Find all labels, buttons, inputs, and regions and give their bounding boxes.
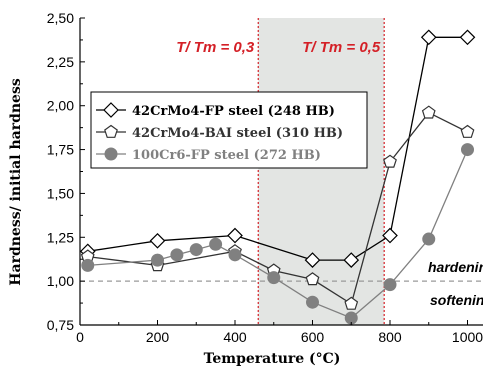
data-point bbox=[228, 248, 242, 262]
hardening-label: hardening bbox=[428, 259, 483, 275]
softening-label: softening bbox=[430, 292, 483, 308]
y-tick-label: 2,00 bbox=[47, 98, 74, 114]
data-point bbox=[151, 253, 164, 267]
y-tick-label: 0,75 bbox=[47, 317, 74, 333]
data-point bbox=[460, 124, 475, 138]
y-tick-label: 2,50 bbox=[47, 10, 74, 26]
data-point bbox=[422, 232, 436, 246]
legend-marker bbox=[103, 102, 119, 118]
data-point bbox=[383, 278, 397, 292]
y-tick-label: 1,50 bbox=[47, 185, 74, 201]
y-tick-label: 1,00 bbox=[47, 273, 74, 289]
y-tick-label: 1,75 bbox=[47, 142, 74, 158]
x-tick-label: 600 bbox=[301, 329, 325, 345]
x-axis-title: Temperature (°C) bbox=[204, 351, 341, 367]
data-point bbox=[170, 248, 184, 262]
x-tick-label: 400 bbox=[223, 329, 247, 345]
legend: 42CrMo4-FP steel (248 HB) 42CrMo4-BAI ste… bbox=[90, 91, 368, 169]
data-point bbox=[227, 227, 243, 244]
data-point bbox=[189, 243, 203, 257]
data-point bbox=[344, 296, 359, 310]
ratio-label-0-5: T/ Tm = 0,5 bbox=[302, 39, 381, 56]
x-tick-label: 0 bbox=[76, 329, 84, 345]
data-point bbox=[267, 271, 281, 285]
data-point bbox=[81, 258, 95, 272]
data-point bbox=[304, 252, 321, 268]
data-point bbox=[149, 232, 166, 249]
series-line-1 bbox=[87, 36, 468, 261]
series-layer bbox=[79, 29, 476, 325]
data-point bbox=[306, 295, 319, 309]
data-point bbox=[209, 237, 223, 251]
y-axis-title: Hardness/ initial hardness bbox=[8, 78, 24, 286]
data-point bbox=[382, 227, 398, 244]
ratio-label-0-3: T/ Tm = 0,3 bbox=[176, 39, 255, 56]
legend-marker bbox=[104, 147, 118, 161]
data-point bbox=[305, 272, 320, 286]
x-tick-label: 200 bbox=[146, 329, 170, 345]
data-point bbox=[421, 105, 436, 119]
data-point bbox=[420, 29, 437, 46]
ticks-layer: 0 200 400 600 800 1000 0,75 1,00 1,25 1,50 1,75 2,0… bbox=[47, 10, 483, 345]
y-tick-label: 2,25 bbox=[47, 54, 74, 70]
legend-entry: 42CrMo4-FP steel (248 HB) bbox=[132, 104, 335, 119]
y-tick-label: 1,25 bbox=[47, 229, 74, 245]
shaded-band-layer bbox=[258, 18, 385, 325]
data-point bbox=[343, 252, 360, 268]
data-point bbox=[383, 154, 397, 168]
x-tick-label: 1000 bbox=[452, 329, 483, 345]
data-point bbox=[461, 143, 474, 157]
vertical-lines-layer: T/ Tm = 0,3 T/ Tm = 0,5 bbox=[176, 18, 385, 325]
shaded-band bbox=[258, 18, 385, 325]
series-3 bbox=[81, 143, 474, 325]
legend-entry: 42CrMo4-BAI steel (310 HB) bbox=[132, 126, 343, 141]
data-point bbox=[459, 29, 476, 46]
legend-entry: 100Cr6-FP steel (272 HB) bbox=[132, 148, 321, 163]
legend-marker bbox=[104, 124, 118, 138]
x-tick-label: 800 bbox=[378, 329, 402, 345]
legend-box bbox=[90, 91, 368, 169]
